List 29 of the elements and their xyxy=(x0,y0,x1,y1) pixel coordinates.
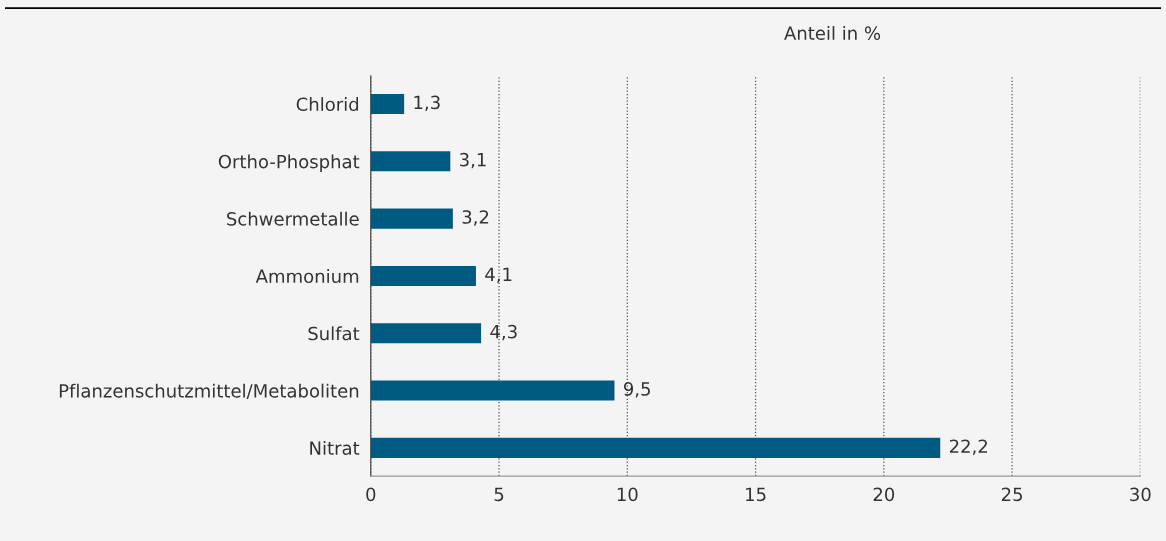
y-tick-label: Schwermetalle xyxy=(227,211,359,226)
y-tick-label: Nitrat xyxy=(310,440,360,455)
bar xyxy=(370,323,482,344)
data-label: 4,3 xyxy=(490,324,517,341)
data-label: 1,3 xyxy=(414,95,440,112)
data-label: 3,2 xyxy=(462,210,489,226)
bar xyxy=(370,93,405,114)
data-label: 3,1 xyxy=(460,152,486,169)
y-tick-label: Chlorid xyxy=(296,97,359,112)
data-label: 4,1 xyxy=(485,267,512,283)
y-tick-label: Ortho-Phosphat xyxy=(218,154,360,172)
y-tick-label: Ammonium xyxy=(255,269,359,284)
bar xyxy=(370,380,615,401)
data-label: 22,2 xyxy=(949,439,987,455)
bar xyxy=(370,208,453,229)
x-tick-label: 30 xyxy=(1130,487,1151,502)
x-tick-label: 25 xyxy=(1001,487,1022,502)
bar xyxy=(370,151,451,172)
data-label: 9,5 xyxy=(623,382,650,398)
x-axis-title: Anteil in % xyxy=(784,25,881,40)
y-tick-label: Sulfat xyxy=(308,326,360,341)
x-tick-label: 0 xyxy=(366,487,376,502)
x-tick-label: 15 xyxy=(746,487,766,502)
x-tick-label: 20 xyxy=(873,487,895,502)
x-tick-label: 10 xyxy=(617,487,638,502)
bar xyxy=(370,437,941,458)
y-tick-label: Pflanzenschutzmittel/Metaboliten xyxy=(59,383,359,400)
x-tick-label: 5 xyxy=(494,487,504,502)
bar xyxy=(370,265,476,286)
